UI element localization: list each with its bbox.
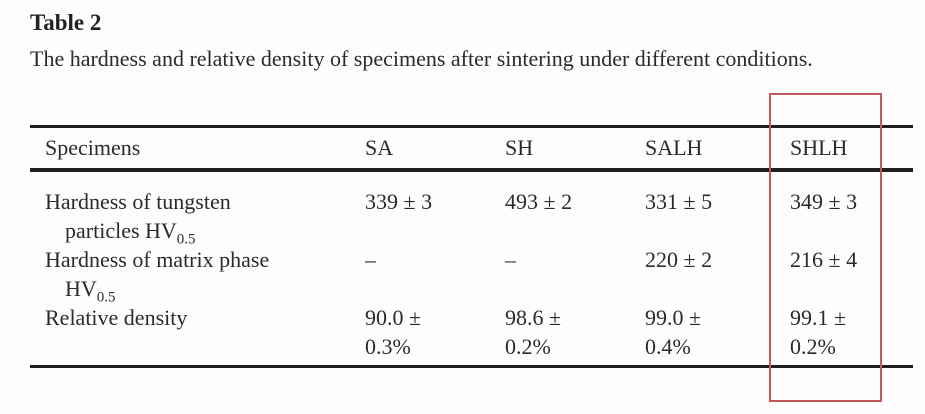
table-caption: The hardness and relative density of spe… (30, 46, 813, 71)
cell-density-shlh: 99.1 ± 0.2% (790, 304, 847, 359)
table-row-relative-density: Relative density 90.0 ± 0.3% 98.6 ± 0.2%… (30, 303, 913, 367)
cell-density-salh: 99.0 ± 0.4% (645, 304, 702, 359)
cell-density-sh: 98.6 ± 0.2% (505, 304, 562, 359)
header-row: Specimens SA SH SALH SHLH (30, 126, 913, 172)
subscript-hv-load: 0.5 (176, 230, 196, 247)
table-header: Specimens SA SH SALH SHLH (30, 126, 913, 172)
cell-matrix-sh: – (505, 246, 516, 272)
column-header-specimens: Specimens (30, 126, 365, 172)
table-row-tungsten-hardness: Hardness of tungsten particles HV0.5 339… (30, 170, 913, 247)
cell-matrix-sa: – (365, 246, 376, 272)
cell-matrix-shlh: 216 ± 4 (790, 246, 858, 272)
row-label-line1: Hardness of tungsten (45, 188, 231, 214)
cell-density-sa: 90.0 ± 0.3% (365, 304, 422, 359)
cell-tungsten-shlh: 349 ± 3 (790, 188, 858, 214)
cell-tungsten-sa: 339 ± 3 (365, 188, 433, 214)
row-label-line1: Hardness of matrix phase (45, 246, 270, 272)
row-label-line2: HV0.5 (65, 275, 116, 305)
row-label-matrix-hardness: Hardness of matrix phase HV0.5 (30, 245, 365, 305)
column-header-shlh: SHLH (790, 126, 913, 172)
column-header-sh: SH (505, 126, 645, 172)
table-body: Hardness of tungsten particles HV0.5 339… (30, 170, 913, 367)
row-label-line2: particles HV0.5 (65, 217, 196, 247)
hardness-density-table: Specimens SA SH SALH SHLH Hardness of tu… (30, 125, 913, 368)
column-header-sa: SA (365, 126, 505, 172)
row-label-line1: Relative density (45, 304, 188, 330)
table-row-matrix-hardness: Hardness of matrix phase HV0.5 – – 220 ±… (30, 245, 913, 305)
row-label-relative-density: Relative density (30, 303, 365, 367)
cell-tungsten-sh: 493 ± 2 (505, 188, 573, 214)
cell-matrix-salh: 220 ± 2 (645, 246, 713, 272)
table-number-heading: Table 2 (30, 10, 102, 35)
row-label-tungsten-hardness: Hardness of tungsten particles HV0.5 (30, 170, 365, 247)
subscript-hv-load: 0.5 (96, 288, 116, 305)
column-header-salh: SALH (645, 126, 790, 172)
cell-tungsten-salh: 331 ± 5 (645, 188, 713, 214)
